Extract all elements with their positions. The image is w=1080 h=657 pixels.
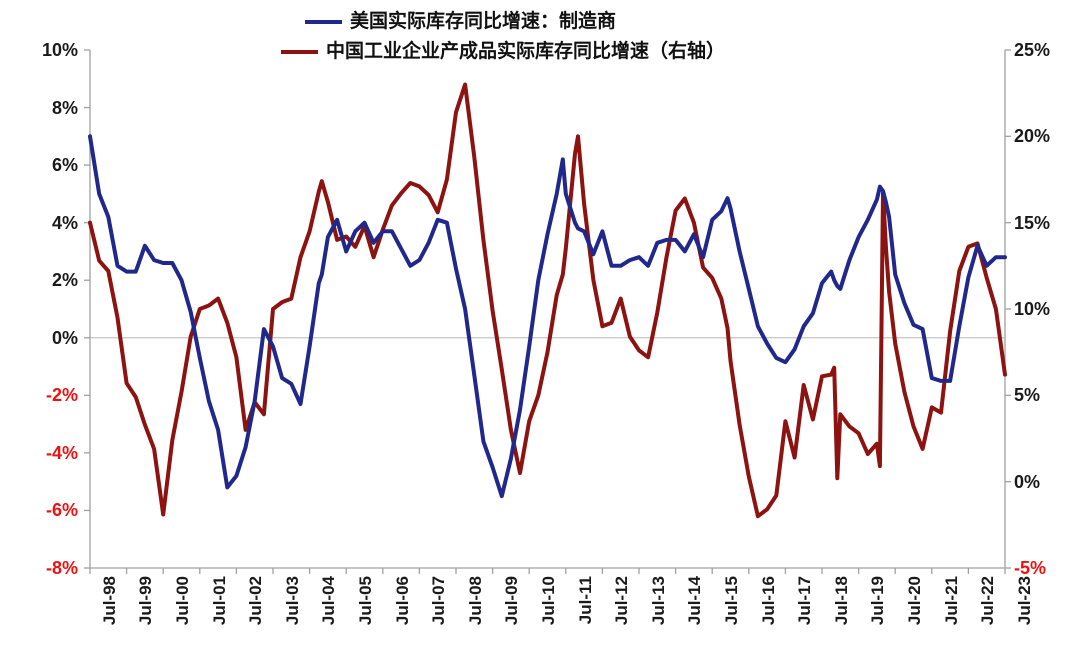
left-axis-tick-label: -4% bbox=[45, 442, 78, 463]
x-axis-tick-label: Jul-01 bbox=[209, 576, 229, 626]
left-axis-tick-label: 0% bbox=[51, 327, 78, 348]
left-axis-tick-label: 8% bbox=[51, 97, 78, 118]
x-axis-tick-label: Jul-09 bbox=[502, 576, 522, 626]
left-axis-tick-label: -2% bbox=[45, 385, 78, 406]
x-axis-tick-label: Jul-18 bbox=[832, 576, 851, 626]
x-axis-tick-label: Jul-03 bbox=[283, 576, 302, 626]
left-axis-tick-label: -6% bbox=[45, 500, 78, 521]
x-axis-tick-label: Jul-08 bbox=[466, 576, 485, 626]
legend: 美国实际库存同比增速：制造商 中国工业企业产成品实际库存同比增速（右轴） bbox=[0, 0, 1080, 70]
x-axis-tick-label: Jul-99 bbox=[136, 576, 156, 626]
right-axis-tick-label: 20% bbox=[1014, 126, 1051, 147]
right-axis-tick-label: 0% bbox=[1014, 471, 1041, 492]
x-axis-tick-label: Jul-13 bbox=[649, 576, 668, 626]
right-axis-tick-label: -5% bbox=[1014, 558, 1047, 578]
x-axis-tick-label: Jul-00 bbox=[173, 576, 193, 626]
x-axis-tick-label: Jul-07 bbox=[429, 576, 449, 626]
right-axis-tick-label: 10% bbox=[1014, 299, 1051, 319]
legend-label-china: 中国工业企业产成品实际库存同比增速（右轴） bbox=[326, 41, 726, 62]
left-axis-tick-label: 4% bbox=[51, 212, 78, 233]
left-axis-tick-label: -8% bbox=[45, 558, 78, 578]
us-series-swatch-icon bbox=[305, 20, 342, 24]
x-axis-tick-label: Jul-20 bbox=[905, 576, 925, 626]
us-series-line bbox=[88, 134, 1007, 499]
x-axis-tick-label: Jul-17 bbox=[795, 576, 815, 626]
left-axis-tick-label: 10% bbox=[41, 40, 78, 60]
x-axis-tick-label: Jul-15 bbox=[722, 576, 742, 626]
china-series-swatch-icon bbox=[281, 50, 318, 54]
china-series-line bbox=[88, 82, 1007, 519]
x-axis-tick-label: Jul-21 bbox=[941, 576, 961, 626]
x-axis-tick-label: Jul-14 bbox=[685, 576, 705, 626]
x-axis-tick-label: Jul-22 bbox=[978, 576, 998, 626]
x-axis-tick-label: Jul-02 bbox=[246, 576, 266, 626]
right-axis-tick-label: 15% bbox=[1014, 212, 1051, 233]
right-axis-tick-label: 25% bbox=[1014, 40, 1051, 60]
x-axis-tick-label: Jul-10 bbox=[539, 576, 559, 626]
x-axis-tick-label: Jul-23 bbox=[1015, 576, 1034, 626]
x-axis-tick-label: Jul-05 bbox=[356, 576, 376, 626]
x-axis-tick-label: Jul-16 bbox=[758, 576, 778, 626]
x-axis-tick-label: Jul-11 bbox=[575, 576, 595, 625]
legend-label-us: 美国实际库存同比增速：制造商 bbox=[350, 11, 617, 32]
x-axis-tick-label: Jul-12 bbox=[612, 576, 632, 626]
x-axis-tick-label: Jul-98 bbox=[100, 576, 119, 626]
legend-item-us: 美国实际库存同比增速：制造商 bbox=[305, 11, 616, 33]
right-axis-tick-label: 5% bbox=[1014, 385, 1041, 406]
x-axis-tick-label: Jul-19 bbox=[868, 576, 888, 626]
left-axis-tick-label: 2% bbox=[51, 270, 78, 291]
x-axis-tick-label: Jul-06 bbox=[392, 576, 412, 626]
left-axis-tick-label: 6% bbox=[51, 155, 78, 176]
x-axis-tick-label: Jul-04 bbox=[319, 576, 339, 626]
legend-item-china: 中国工业企业产成品实际库存同比增速（右轴） bbox=[281, 41, 725, 63]
